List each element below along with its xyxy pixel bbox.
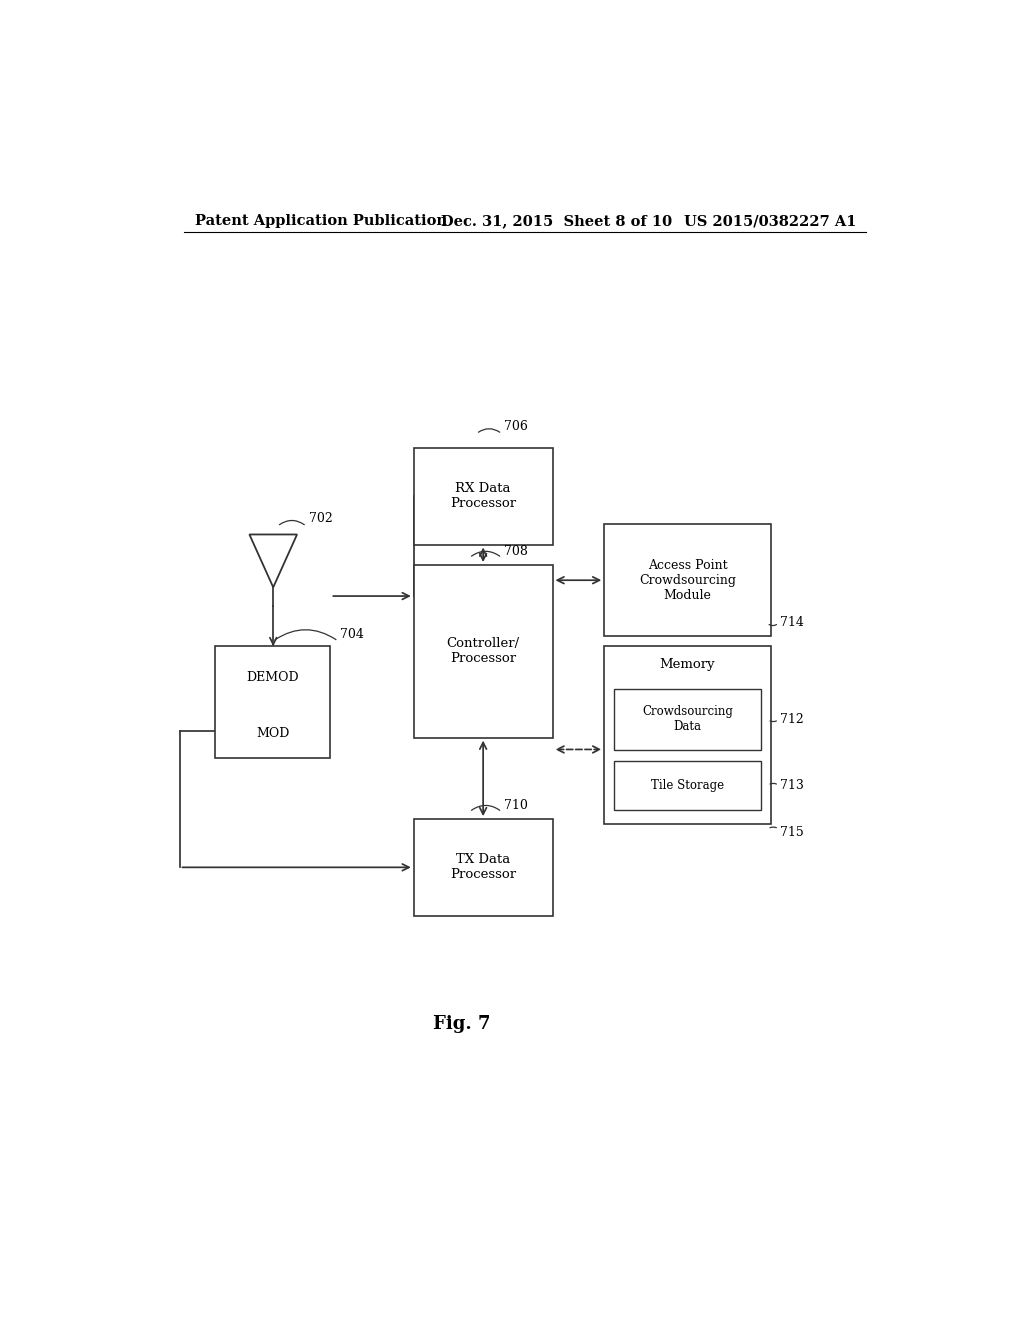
Text: 708: 708 bbox=[505, 545, 528, 558]
Text: 706: 706 bbox=[505, 420, 528, 433]
Bar bbox=[414, 565, 553, 738]
Bar bbox=[215, 647, 331, 758]
Bar bbox=[414, 447, 553, 545]
Bar bbox=[604, 524, 771, 636]
Text: Access Point
Crowdsourcing
Module: Access Point Crowdsourcing Module bbox=[639, 558, 736, 602]
Bar bbox=[414, 818, 553, 916]
Text: 712: 712 bbox=[780, 713, 804, 726]
Text: 714: 714 bbox=[780, 616, 804, 628]
Text: TX Data
Processor: TX Data Processor bbox=[451, 853, 516, 882]
Text: US 2015/0382227 A1: US 2015/0382227 A1 bbox=[684, 214, 856, 228]
Text: Controller/
Processor: Controller/ Processor bbox=[446, 638, 520, 665]
Text: RX Data
Processor: RX Data Processor bbox=[451, 482, 516, 511]
Text: Dec. 31, 2015  Sheet 8 of 10: Dec. 31, 2015 Sheet 8 of 10 bbox=[441, 214, 673, 228]
Text: DEMOD: DEMOD bbox=[247, 671, 299, 684]
Text: Crowdsourcing
Data: Crowdsourcing Data bbox=[642, 705, 733, 734]
Text: 715: 715 bbox=[780, 826, 804, 838]
Text: Tile Storage: Tile Storage bbox=[651, 779, 724, 792]
Bar bbox=[613, 762, 761, 810]
Bar bbox=[604, 647, 771, 824]
Text: 702: 702 bbox=[309, 512, 333, 525]
Text: 704: 704 bbox=[340, 628, 364, 642]
Bar bbox=[613, 689, 761, 750]
Text: Memory: Memory bbox=[659, 659, 716, 671]
Text: Patent Application Publication: Patent Application Publication bbox=[196, 214, 447, 228]
Text: 710: 710 bbox=[505, 799, 528, 812]
Text: 713: 713 bbox=[780, 779, 804, 792]
Text: Fig. 7: Fig. 7 bbox=[432, 1015, 490, 1034]
Text: MOD: MOD bbox=[256, 727, 290, 741]
